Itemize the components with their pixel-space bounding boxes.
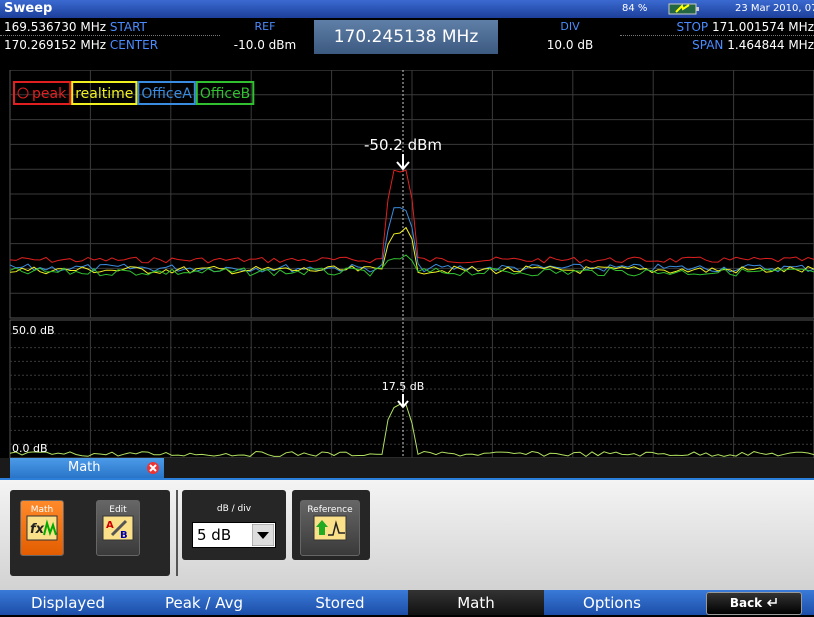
math-icon: fx <box>26 515 58 541</box>
plots: peak realtime OfficeA OfficeB -50.2 dBm 17.5 … <box>0 70 814 458</box>
svg-text:fx: fx <box>30 522 45 537</box>
nav-item[interactable]: Peak / Avg <box>136 590 272 615</box>
svg-text:A: A <box>106 520 114 531</box>
ref-value: -10.0 dBm <box>220 38 310 52</box>
stop-row: STOP 171.001574 MHz <box>677 20 814 34</box>
header: 169.536730 MHz START 170.269152 MHz CENT… <box>0 18 814 70</box>
stop-freq: 171.001574 MHz <box>712 20 814 34</box>
span-freq: 1.464844 MHz <box>727 38 814 52</box>
reference-button[interactable]: Reference <box>300 500 360 556</box>
math-bottom-label: 0.0 dB <box>12 442 48 455</box>
svg-text:B: B <box>120 530 128 541</box>
close-icon[interactable] <box>146 461 160 475</box>
main-marker-label: -50.2 dBm <box>364 136 442 154</box>
back-icon <box>766 597 778 607</box>
legend-label: realtime <box>75 86 133 102</box>
nav-label: Options <box>583 594 641 612</box>
math-tab[interactable]: Math <box>10 458 164 478</box>
nav-item[interactable]: Options <box>544 590 680 615</box>
math-button-label: Math <box>21 505 63 515</box>
reference-button-label: Reference <box>301 505 359 515</box>
tab-label: Math <box>68 460 101 475</box>
nav-label: Back <box>730 596 762 610</box>
stop-label: STOP <box>677 20 709 34</box>
start-freq: 169.536730 MHz <box>4 20 106 34</box>
math-marker-label: 17.5 dB <box>382 380 425 393</box>
math-top-label: 50.0 dB <box>12 324 55 337</box>
db-div-dropdown[interactable]: 5 dB <box>192 522 276 548</box>
div-value: 10.0 dB <box>525 38 615 52</box>
datetime: 23 Mar 2010, 07:2 <box>735 3 814 14</box>
nav-label: Stored <box>315 594 364 612</box>
nav-label: Displayed <box>31 594 105 612</box>
tab-bar: Math <box>0 458 814 480</box>
db-div-value: 5 dB <box>197 526 231 544</box>
center-label: CENTER <box>110 38 158 52</box>
nav-item[interactable]: Back <box>706 592 802 615</box>
nav-item[interactable]: Math <box>408 590 544 615</box>
battery-percent: 84 % <box>622 3 647 14</box>
nav-item[interactable]: Displayed <box>0 590 136 615</box>
battery-icon <box>668 3 700 15</box>
edit-button-label: Edit <box>97 505 139 515</box>
nav-label: Math <box>457 594 495 612</box>
bottom-nav: Displayed Peak / Avg Stored Math Options Back <box>0 590 814 615</box>
span-row: SPAN 1.464844 MHz <box>692 38 814 52</box>
center-freq: 170.269152 MHz <box>4 38 106 52</box>
marker-freq: 170.245138 MHz <box>314 20 498 54</box>
start-row: 169.536730 MHz START <box>4 20 147 34</box>
math-button[interactable]: Math fx <box>20 500 64 556</box>
app-title: Sweep <box>4 1 52 16</box>
legend-label: peak <box>32 86 67 102</box>
db-div-label: dB / div <box>182 504 286 514</box>
legend-label: OfficeB <box>200 86 250 102</box>
span-label: SPAN <box>692 38 723 52</box>
center-row: 170.269152 MHz CENTER <box>4 38 158 52</box>
dropdown-arrow <box>252 524 274 546</box>
legend-label: OfficeA <box>141 86 192 102</box>
start-label: START <box>110 20 147 34</box>
reference-icon <box>313 515 347 541</box>
edit-icon: AB <box>102 515 134 541</box>
nav-label: Peak / Avg <box>165 594 243 612</box>
title-bar: Sweep 84 % 23 Mar 2010, 07:2 <box>0 0 814 18</box>
nav-item[interactable]: Stored <box>272 590 408 615</box>
div-label: DIV <box>525 20 615 33</box>
ref-label: REF <box>220 20 310 33</box>
